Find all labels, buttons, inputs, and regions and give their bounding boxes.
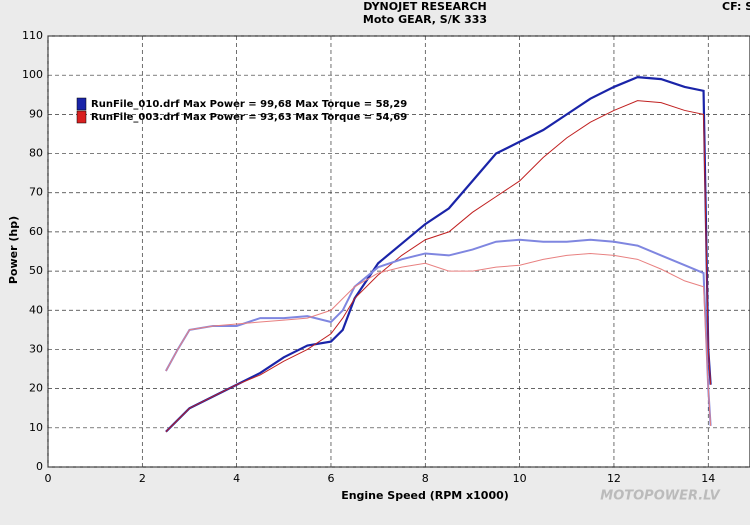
y-axis-label: Power (hp): [7, 216, 20, 284]
x-tick-label: 2: [139, 472, 146, 485]
y-tick-label: 50: [29, 264, 43, 277]
x-tick-label: 0: [45, 472, 52, 485]
chart-subtitle: Moto GEAR, S/K 333: [363, 13, 487, 26]
x-tick-label: 10: [513, 472, 527, 485]
watermark: MOTOPOWER.LV: [600, 489, 720, 504]
x-tick-label: 4: [233, 472, 240, 485]
x-axis-label: Engine Speed (RPM x1000): [341, 489, 509, 502]
x-tick-label: 8: [422, 472, 429, 485]
legend-label: RunFile_003.drf Max Power = 93,63 Max To…: [91, 112, 407, 123]
plot-area: [47, 35, 750, 468]
y-tick-label: 30: [29, 342, 43, 355]
corner-text: CF: S: [722, 0, 750, 13]
series-line: [165, 76, 712, 433]
series-line: [165, 252, 712, 426]
legend-swatch: [76, 110, 87, 124]
x-tick-label: 14: [701, 472, 715, 485]
y-tick-label: 0: [36, 460, 43, 473]
y-tick-label: 10: [29, 421, 43, 434]
series-line: [165, 100, 712, 433]
series-line: [165, 238, 712, 426]
legend-swatch: [76, 97, 87, 111]
y-tick-label: 20: [29, 382, 43, 395]
chart-title: DYNOJET RESEARCH: [363, 0, 486, 13]
y-tick-label: 110: [22, 29, 43, 42]
y-tick-label: 80: [29, 147, 43, 160]
y-tick-label: 90: [29, 107, 43, 120]
y-tick-label: 40: [29, 303, 43, 316]
y-tick-label: 60: [29, 225, 43, 238]
y-tick-label: 70: [29, 186, 43, 199]
legend-label: RunFile_010.drf Max Power = 99,68 Max To…: [91, 99, 407, 110]
x-tick-label: 12: [607, 472, 621, 485]
x-tick-label: 6: [327, 472, 334, 485]
y-tick-label: 100: [22, 68, 43, 81]
